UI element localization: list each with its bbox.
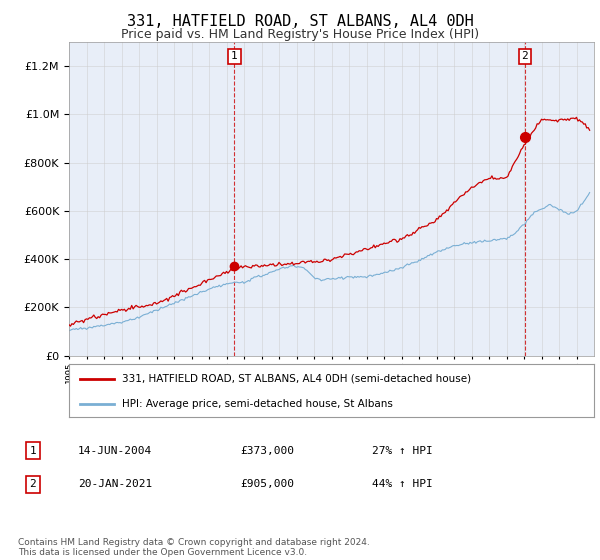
Text: 20-JAN-2021: 20-JAN-2021: [78, 479, 152, 489]
Text: £905,000: £905,000: [240, 479, 294, 489]
Text: 2: 2: [521, 52, 528, 62]
Text: HPI: Average price, semi-detached house, St Albans: HPI: Average price, semi-detached house,…: [121, 399, 392, 409]
Text: 44% ↑ HPI: 44% ↑ HPI: [372, 479, 433, 489]
Text: 331, HATFIELD ROAD, ST ALBANS, AL4 0DH: 331, HATFIELD ROAD, ST ALBANS, AL4 0DH: [127, 14, 473, 29]
Text: 1: 1: [29, 446, 37, 456]
Text: £373,000: £373,000: [240, 446, 294, 456]
Text: 331, HATFIELD ROAD, ST ALBANS, AL4 0DH (semi-detached house): 331, HATFIELD ROAD, ST ALBANS, AL4 0DH (…: [121, 374, 470, 384]
Text: 1: 1: [231, 52, 238, 62]
Text: 14-JUN-2004: 14-JUN-2004: [78, 446, 152, 456]
Text: Price paid vs. HM Land Registry's House Price Index (HPI): Price paid vs. HM Land Registry's House …: [121, 28, 479, 41]
Text: 27% ↑ HPI: 27% ↑ HPI: [372, 446, 433, 456]
Text: Contains HM Land Registry data © Crown copyright and database right 2024.
This d: Contains HM Land Registry data © Crown c…: [18, 538, 370, 557]
Text: 2: 2: [29, 479, 37, 489]
